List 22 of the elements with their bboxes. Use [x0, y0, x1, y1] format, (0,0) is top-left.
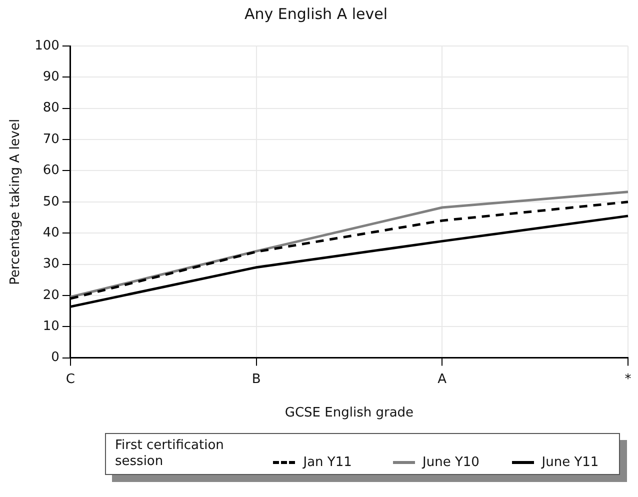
y-tick-label: 80	[42, 100, 60, 116]
legend-label: June Y10	[422, 454, 480, 470]
x-tick-label: B	[252, 372, 261, 387]
y-tick-label: 50	[42, 194, 60, 210]
y-axis-title: Percentage taking A level	[8, 118, 24, 285]
y-tick-label: 70	[42, 132, 60, 147]
legend-title: First certification session	[114, 438, 225, 470]
y-tick-label: 100	[34, 38, 60, 54]
legend-label: June Y11	[542, 454, 599, 470]
legend-label: Jan Y11	[303, 454, 352, 470]
y-tick-label: 0	[51, 350, 60, 366]
x-tick-label: A	[438, 372, 447, 387]
y-tick-label: 30	[42, 256, 60, 272]
x-axis-title: GCSE English grade	[284, 406, 414, 421]
x-tick-label: C	[66, 372, 75, 387]
y-tick-label: 60	[42, 163, 60, 178]
chart-title: Any English A level	[244, 4, 388, 23]
y-tick-label: 20	[42, 288, 60, 303]
y-tick-label: 10	[42, 318, 60, 334]
y-tick-label: 40	[42, 225, 60, 240]
y-tick-label: 90	[42, 70, 60, 85]
x-tick-label: *	[624, 372, 632, 387]
